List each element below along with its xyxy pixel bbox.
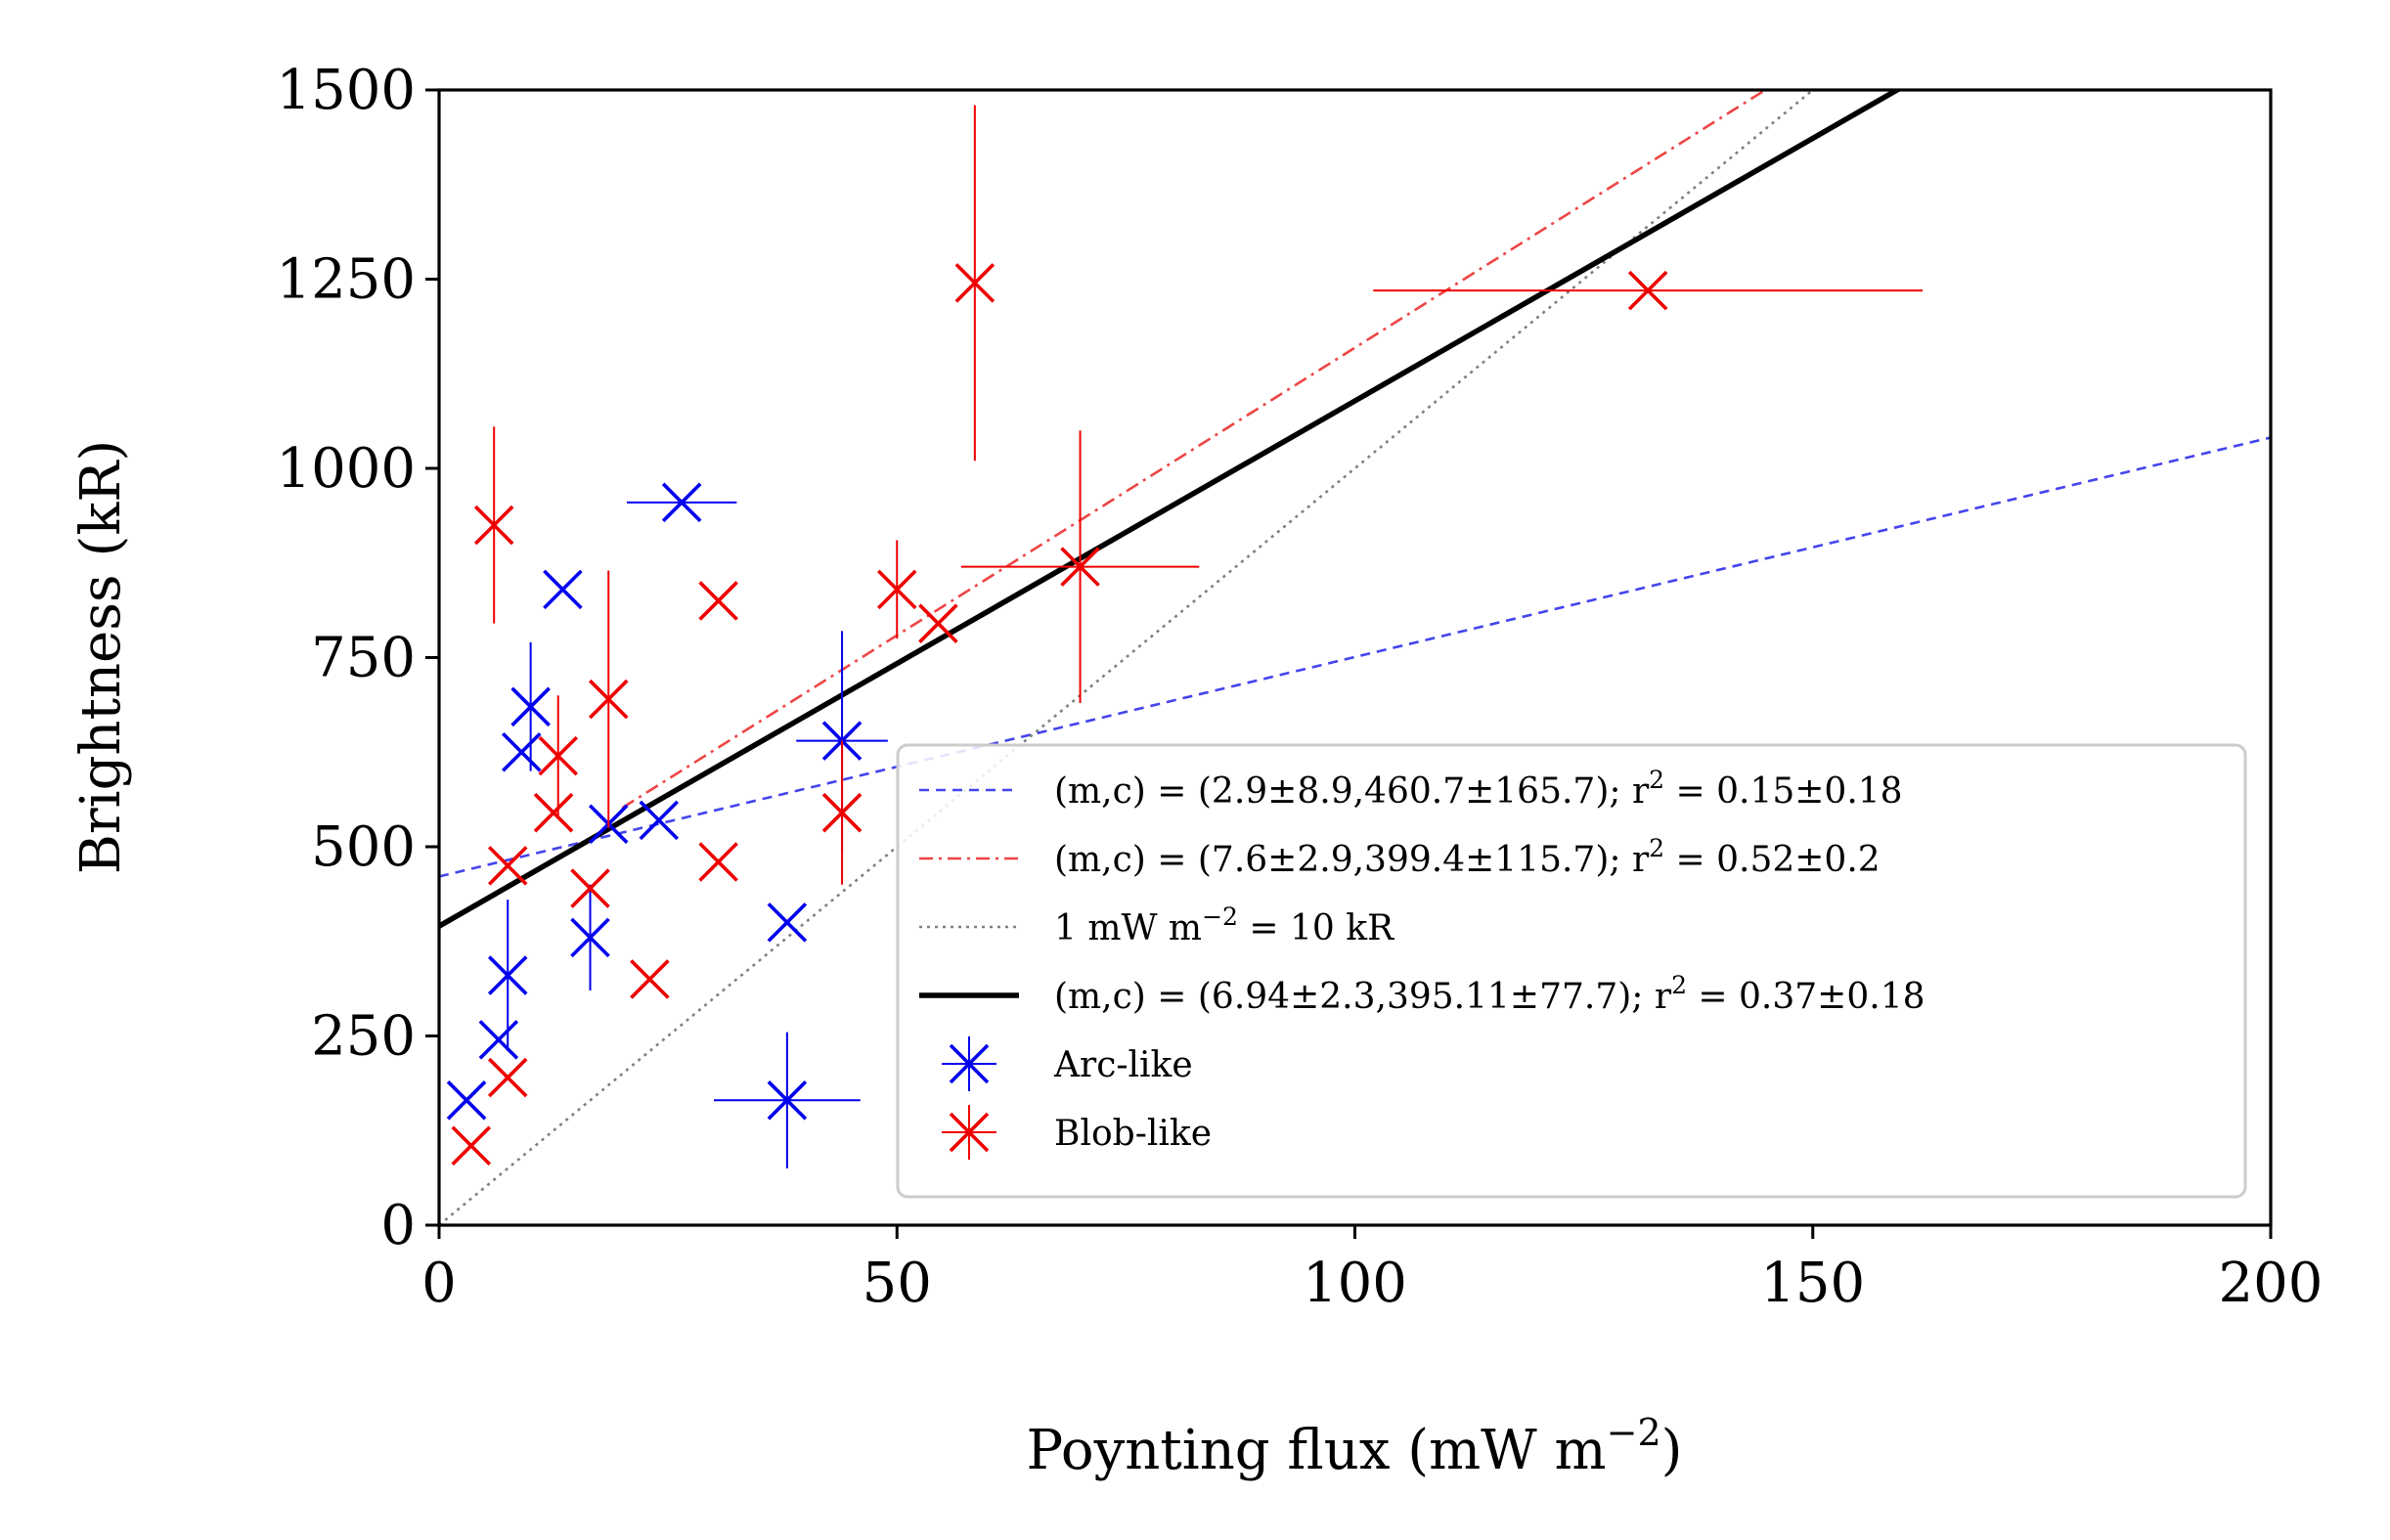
blob-like-point-8 [588, 570, 629, 828]
y-tick-label: 1250 [276, 248, 416, 312]
y-tick-label: 250 [311, 1005, 416, 1069]
legend-entry-label: (m,c) = (6.94±2.3,395.11±77.7); r2 = 0.3… [1054, 971, 1925, 1017]
blob-like-point-12 [821, 740, 863, 885]
legend-entry-label: (m,c) = (2.9±8.9,460.7±165.7); r2 = 0.15… [1054, 766, 1903, 812]
legend-entry-label: (m,c) = (7.6±2.9,399.4±115.7); r2 = 0.52… [1054, 834, 1881, 880]
blob-like-point-17 [1373, 270, 1924, 311]
y-axis-label: Brightness (kR) [69, 440, 133, 875]
arc-like-point-5 [510, 642, 551, 771]
x-axis-label-close: ) [1661, 1419, 1683, 1482]
fit-line-2 [621, 90, 1768, 810]
x-tick-label: 0 [421, 1252, 457, 1315]
y-tick-label: 500 [311, 815, 416, 879]
y-tick-label: 1500 [276, 59, 416, 122]
x-axis-label: Poynting flux (mW m−2) [1026, 1411, 1682, 1482]
legend-entry-label: Arc-like [1053, 1045, 1193, 1085]
blob-like-point-16 [960, 430, 1200, 703]
blob-like-point-2 [473, 426, 514, 624]
arc-like-point-10 [626, 482, 737, 523]
data-points [446, 105, 1924, 1168]
legend: (m,c) = (2.9±8.9,460.7±165.7); r2 = 0.15… [896, 743, 2247, 1199]
arc-like-point-11 [767, 902, 808, 943]
legend-entry-label: Blob-like [1054, 1114, 1212, 1154]
x-tick-label: 200 [2219, 1252, 2324, 1315]
blob-like-point-9 [630, 959, 670, 999]
blob-like-point-1 [451, 1125, 492, 1166]
arc-like-point-1 [446, 1080, 487, 1121]
y-tick-label: 750 [311, 627, 416, 690]
x-axis-label-sup: −2 [1607, 1411, 1661, 1454]
blob-like-point-4 [487, 846, 528, 886]
legend-frame [896, 743, 2247, 1199]
x-tick-label: 50 [863, 1252, 932, 1315]
y-tick-label: 1000 [276, 437, 416, 501]
arc-like-point-12 [713, 1032, 861, 1168]
arc-like-point-2 [478, 1020, 519, 1060]
blob-like-point-14 [918, 603, 958, 643]
blob-like-point-3 [487, 1057, 528, 1098]
fit-line-4 [439, 90, 1903, 929]
blob-like-point-5 [533, 792, 574, 833]
x-axis-label-main: Poynting flux (mW m [1026, 1419, 1606, 1482]
fit-line-1 [439, 436, 2271, 878]
x-tick-label: 150 [1760, 1252, 1865, 1315]
arc-like-point-3 [487, 900, 528, 1051]
axis-ticks: 0 50 100 150 200 0 250 500 750 1000 1250 1500 [276, 59, 2323, 1315]
legend-marker-handle [942, 1105, 996, 1160]
y-tick-label: 0 [380, 1194, 416, 1257]
arc-like-point-4 [502, 731, 542, 772]
blob-like-point-7 [570, 868, 610, 908]
blob-like-point-15 [954, 105, 996, 462]
arc-like-point-9 [639, 800, 680, 841]
arc-like-point-6 [543, 569, 583, 610]
blob-like-point-6 [538, 695, 579, 817]
arc-like-point-7 [570, 884, 610, 991]
blob-like-point-10 [698, 581, 738, 621]
legend-entry-label: 1 mW m−2 = 10 kR [1054, 902, 1394, 948]
x-tick-label: 100 [1303, 1252, 1407, 1315]
blob-like-point-11 [698, 842, 738, 882]
legend-marker-handle [942, 1036, 996, 1091]
blob-like-point-13 [876, 540, 917, 639]
